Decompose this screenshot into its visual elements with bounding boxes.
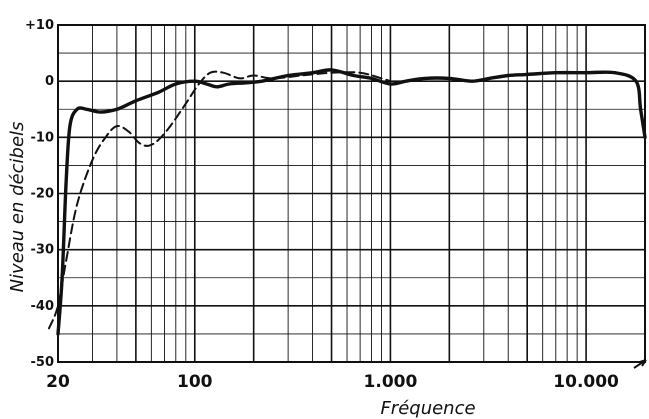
y-tick-label: -10	[31, 130, 55, 145]
series-group	[48, 68, 647, 336]
y-axis-label: Niveau en décibels	[7, 122, 28, 293]
axis-end-arrow	[633, 359, 647, 369]
y-tick-label: -30	[31, 243, 55, 258]
y-tick-label: +10	[25, 18, 54, 33]
x-tick-label: 10.000	[553, 372, 619, 392]
grid	[57, 24, 646, 363]
y-tick-label: -40	[31, 299, 55, 314]
y-tick-label: -50	[31, 355, 55, 370]
x-tick-label: 1.000	[364, 372, 418, 392]
series-line-dashed	[48, 70, 392, 330]
series-line-solid	[56, 68, 647, 336]
x-tick-label: 20	[46, 372, 70, 392]
y-tick-labels: +10 0 -10 -20 -30 -40 -50	[25, 18, 54, 370]
x-tick-labels: 20 100 1.000 10.000	[46, 372, 619, 392]
x-tick-label: 100	[177, 372, 213, 392]
y-tick-label: -20	[31, 187, 55, 202]
y-tick-label: 0	[45, 74, 54, 89]
x-axis-label: Fréquence	[380, 398, 475, 419]
